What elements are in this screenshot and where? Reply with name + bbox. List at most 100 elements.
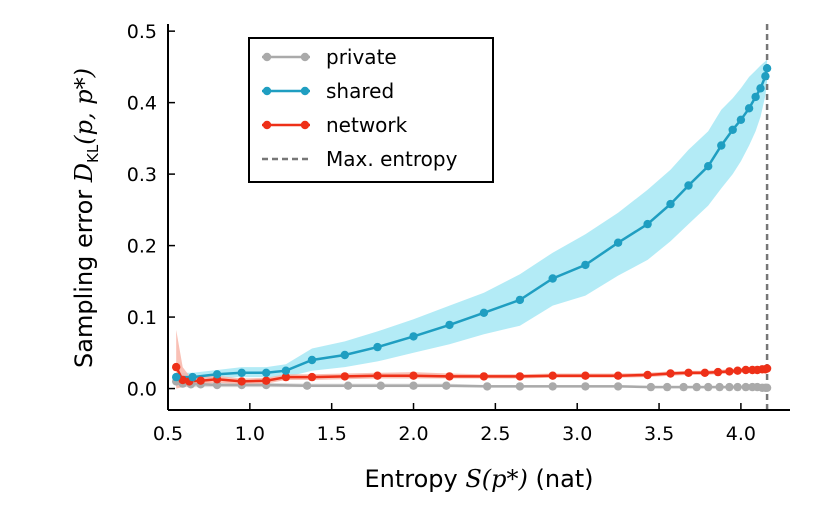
network-point bbox=[373, 371, 382, 380]
private-point bbox=[663, 382, 672, 392]
network-point bbox=[581, 371, 590, 380]
legend-frame bbox=[248, 37, 494, 183]
y-tick-label: 0.2 bbox=[127, 236, 157, 258]
legend-label-shared: shared bbox=[326, 79, 394, 103]
network-point bbox=[684, 368, 693, 377]
shared-point bbox=[262, 368, 271, 377]
private-point bbox=[376, 381, 385, 390]
network-point bbox=[479, 372, 489, 381]
private-point bbox=[515, 382, 525, 391]
shared-point bbox=[751, 92, 760, 102]
private-point bbox=[704, 382, 713, 392]
legend-marker-network bbox=[262, 120, 272, 130]
y-tick-label: 0.0 bbox=[127, 379, 157, 401]
y-axis-label: Sampling error DKL(p, p*) bbox=[70, 68, 102, 368]
private-point bbox=[483, 382, 492, 391]
network-point bbox=[445, 372, 454, 381]
y-tick-label: 0.5 bbox=[127, 21, 157, 43]
shared-point bbox=[479, 308, 489, 317]
y-tick-label: 0.4 bbox=[127, 93, 157, 115]
network-point bbox=[262, 376, 271, 385]
shared-point bbox=[643, 219, 652, 229]
x-tick-label: 2.0 bbox=[398, 423, 428, 445]
shared-point bbox=[736, 115, 746, 125]
shared-point bbox=[373, 342, 382, 352]
network-point bbox=[237, 377, 246, 386]
shared-point bbox=[613, 238, 623, 247]
y-axis-label-math: D bbox=[70, 163, 98, 183]
shared-band bbox=[176, 58, 768, 381]
private-point bbox=[613, 382, 623, 391]
private-point bbox=[548, 382, 557, 391]
network-point bbox=[281, 372, 291, 382]
series-points bbox=[172, 64, 772, 392]
legend-marker-shared bbox=[300, 86, 310, 96]
x-tick-label: 2.5 bbox=[480, 423, 510, 445]
shared-point bbox=[704, 162, 713, 171]
shared-point bbox=[281, 366, 291, 375]
x-tick-label: 3.0 bbox=[562, 423, 592, 445]
shared-point bbox=[445, 320, 454, 330]
network-point bbox=[741, 365, 750, 375]
x-tick-label: 1.5 bbox=[317, 423, 347, 445]
shared-point bbox=[237, 368, 246, 377]
x-tick-label: 1.0 bbox=[235, 423, 265, 445]
private-point bbox=[692, 382, 701, 392]
legend-label-private: private bbox=[326, 45, 397, 69]
private-point bbox=[646, 382, 656, 392]
y-tick-label: 0.3 bbox=[127, 164, 157, 186]
x-tick-label: 0.5 bbox=[153, 423, 183, 445]
network-point bbox=[725, 367, 734, 376]
shared-point bbox=[756, 84, 765, 93]
legend-label-network: network bbox=[326, 113, 408, 137]
shared-point bbox=[744, 104, 754, 113]
private-point bbox=[725, 382, 734, 392]
network-point bbox=[643, 370, 652, 380]
x-axis-label-math: S(p*) bbox=[465, 465, 528, 493]
network-point bbox=[196, 376, 205, 385]
network-point bbox=[178, 375, 187, 385]
shared-point bbox=[307, 355, 317, 365]
shared-point bbox=[717, 141, 726, 150]
y-tick-label: 0.1 bbox=[127, 307, 157, 329]
x-ticks: 0.5 1.0 1.5 2.0 2.5 3.0 3.5 4.0 bbox=[153, 403, 756, 445]
private-point bbox=[409, 381, 418, 390]
legend-marker-shared bbox=[262, 86, 272, 96]
private-point bbox=[733, 382, 742, 392]
shared-point bbox=[340, 350, 349, 360]
private-point bbox=[302, 381, 312, 390]
shared-point bbox=[581, 260, 590, 270]
network-point bbox=[340, 372, 349, 381]
y-ticks: 0.0 0.1 0.2 0.3 0.4 0.5 bbox=[127, 21, 175, 401]
shared-point bbox=[762, 64, 772, 73]
network-point bbox=[515, 372, 525, 381]
private-point bbox=[343, 381, 353, 390]
shared-point bbox=[212, 370, 222, 379]
y-axis-label-text: Sampling error bbox=[70, 182, 98, 368]
legend-label-max-entropy: Max. entropy bbox=[326, 147, 458, 171]
x-tick-label: 3.5 bbox=[644, 423, 674, 445]
x-axis-label: Entropy S(p*) (nat) bbox=[364, 465, 593, 493]
network-point bbox=[762, 364, 772, 373]
network-point bbox=[700, 368, 710, 377]
shared-point bbox=[515, 295, 525, 305]
x-tick-label: 4.0 bbox=[726, 423, 756, 445]
shared-point bbox=[188, 372, 197, 382]
network-point bbox=[548, 371, 557, 380]
shared-point bbox=[684, 181, 693, 190]
shared-point bbox=[409, 332, 418, 341]
legend-marker-private bbox=[262, 52, 272, 62]
network-point bbox=[713, 367, 723, 377]
network-point bbox=[172, 362, 181, 372]
y-axis-label-sub: KL bbox=[84, 144, 102, 163]
shared-point bbox=[548, 274, 557, 283]
network-point bbox=[733, 366, 742, 375]
legend-marker-network bbox=[300, 120, 310, 130]
private-point bbox=[581, 382, 590, 391]
private-point bbox=[762, 383, 772, 392]
private-point bbox=[442, 381, 451, 390]
shared-line bbox=[176, 68, 769, 379]
private-point bbox=[679, 382, 688, 392]
shared-point bbox=[761, 72, 770, 81]
